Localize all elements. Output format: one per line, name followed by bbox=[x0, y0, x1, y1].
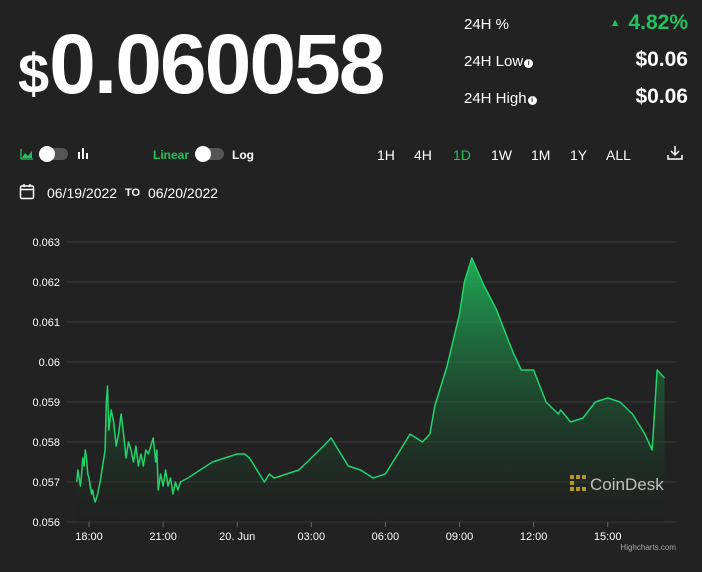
linear-label[interactable]: Linear bbox=[153, 148, 190, 162]
stat-label: 24H High i bbox=[464, 90, 537, 107]
current-price: $0.060058 bbox=[18, 16, 386, 122]
y-tick-label: 0.059 bbox=[32, 397, 60, 409]
chart-type-toggle[interactable] bbox=[39, 146, 68, 162]
range-1m-button[interactable]: 1M bbox=[531, 147, 551, 163]
area-chart-icon[interactable] bbox=[20, 148, 34, 160]
y-tick-label: 0.062 bbox=[32, 277, 60, 289]
high-label: 24H High bbox=[464, 90, 527, 107]
log-label[interactable]: Log bbox=[232, 148, 254, 162]
range-1h-button[interactable]: 1H bbox=[377, 147, 395, 163]
stat-24h-change: 24H % ▲ 4.82% bbox=[464, 8, 688, 45]
coindesk-watermark: CoinDesk bbox=[570, 475, 664, 494]
y-tick-label: 0.058 bbox=[32, 437, 60, 449]
highcharts-credits[interactable]: Highcharts.com bbox=[620, 543, 676, 552]
price-line bbox=[75, 257, 666, 503]
stat-value: ▲ 4.82% bbox=[610, 11, 688, 35]
x-axis: 18:00 21:00 20. Jun 03:00 06:00 09:00 12:00 15:… bbox=[75, 522, 621, 543]
y-tick-label: 0.063 bbox=[32, 237, 60, 249]
watermark-text: CoinDesk bbox=[590, 475, 664, 494]
chart-controls: Linear Log 1H 4H 1D 1W 1M 1Y ALL bbox=[0, 140, 702, 170]
x-tick-label: 15:00 bbox=[594, 531, 622, 543]
x-tick-label: 03:00 bbox=[298, 531, 326, 543]
toggle-knob bbox=[195, 146, 211, 162]
coindesk-logo-icon bbox=[570, 475, 586, 491]
date-to-input[interactable]: 06/20/2022 bbox=[148, 185, 219, 201]
stat-value: $0.06 bbox=[635, 85, 688, 108]
range-1y-button[interactable]: 1Y bbox=[570, 147, 588, 163]
date-to-label: TO bbox=[125, 187, 141, 199]
x-tick-label: 21:00 bbox=[149, 531, 177, 543]
info-icon[interactable]: i bbox=[524, 59, 534, 68]
x-tick-label: 06:00 bbox=[372, 531, 400, 543]
scale-toggle[interactable] bbox=[195, 146, 224, 162]
chart-grid bbox=[66, 241, 676, 523]
price-value: 0.060058 bbox=[49, 17, 385, 111]
stats-panel: 24H % ▲ 4.82% 24H Low i $0.06 24H High i $0… bbox=[464, 8, 688, 119]
range-4h-button[interactable]: 4H bbox=[414, 147, 432, 163]
stat-label: 24H % bbox=[464, 16, 510, 33]
x-tick-label: 12:00 bbox=[520, 531, 548, 543]
x-tick-label: 20. Jun bbox=[219, 531, 255, 543]
stat-label: 24H Low i bbox=[464, 53, 534, 70]
stat-value: $0.06 bbox=[635, 48, 688, 71]
bar-chart-icon[interactable] bbox=[77, 147, 90, 160]
range-all-button[interactable]: ALL bbox=[606, 147, 631, 163]
y-tick-label: 0.056 bbox=[32, 517, 60, 529]
date-range: 06/19/2022 TO 06/20/2022 bbox=[0, 178, 702, 208]
y-axis: 0.063 0.062 0.061 0.06 0.059 0.058 0.057 0.056 bbox=[32, 237, 60, 529]
currency-symbol: $ bbox=[18, 42, 49, 105]
y-tick-label: 0.06 bbox=[39, 357, 60, 369]
range-1w-button[interactable]: 1W bbox=[491, 147, 512, 163]
y-tick-label: 0.061 bbox=[32, 317, 60, 329]
toggle-knob bbox=[39, 146, 55, 162]
range-1d-button[interactable]: 1D bbox=[453, 147, 471, 163]
stat-24h-high: 24H High i $0.06 bbox=[464, 82, 688, 119]
stat-24h-low: 24H Low i $0.06 bbox=[464, 45, 688, 82]
change-value: 4.82% bbox=[628, 11, 688, 34]
y-tick-label: 0.057 bbox=[32, 477, 60, 489]
download-icon[interactable] bbox=[667, 145, 683, 161]
x-tick-label: 09:00 bbox=[446, 531, 474, 543]
low-label: 24H Low bbox=[464, 53, 524, 70]
up-arrow-icon: ▲ bbox=[609, 17, 621, 29]
price-area bbox=[76, 258, 665, 522]
calendar-icon[interactable] bbox=[19, 183, 35, 200]
info-icon[interactable]: i bbox=[527, 96, 537, 105]
x-tick-label: 18:00 bbox=[75, 531, 103, 543]
date-from-input[interactable]: 06/19/2022 bbox=[47, 185, 118, 201]
